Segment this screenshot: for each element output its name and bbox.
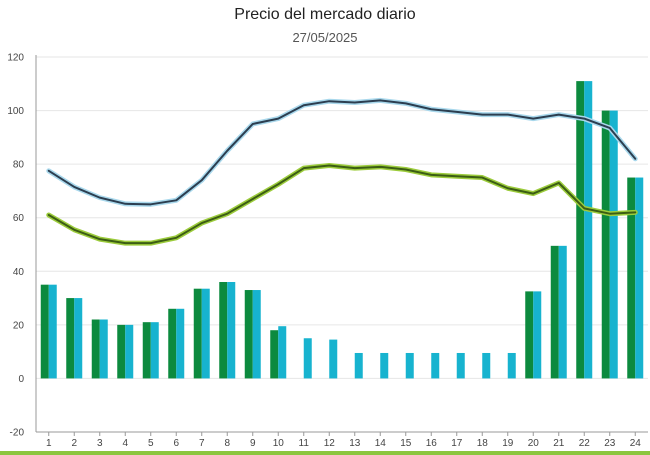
bar-series-1-hour-6 [168,308,177,379]
bar-series-2-hour-3 [99,319,108,379]
bar-series-1-hour-23 [601,110,610,379]
x-tick-label: 2 [71,438,77,449]
bar-series-2-hour-20 [533,291,542,379]
bar-series-2-hour-2 [74,298,83,379]
x-tick-label: 6 [173,438,179,449]
x-tick-label: 11 [299,438,310,449]
bar-series-1-hour-22 [576,81,585,379]
x-tick-label: 19 [502,438,514,449]
bar-series-1-hour-20 [525,291,534,379]
lines-layer [46,97,638,246]
y-tick-label: 40 [13,267,25,278]
bar-series-2-hour-12 [329,339,338,379]
bottom-accent-bar [0,451,650,455]
x-tick-label: 24 [630,438,642,449]
x-tick-label: 14 [375,438,387,449]
bar-series-1-hour-1 [40,284,49,379]
x-tick-label: 23 [604,438,616,449]
line-series-1 [47,99,637,206]
x-tick-label: 4 [122,438,128,449]
x-tick-label: 9 [250,438,256,449]
bar-series-2-hour-16 [431,352,440,379]
x-tick-label: 13 [349,438,361,449]
bar-series-2-hour-10 [278,326,287,379]
bar-series-1-hour-24 [627,177,636,379]
x-tick-label: 18 [477,438,489,449]
bar-series-1-hour-9 [244,290,253,379]
bar-series-1-hour-7 [193,288,202,379]
bar-series-1-hour-4 [117,324,126,379]
x-tick-label: 17 [451,438,463,449]
y-tick-label: 0 [18,374,24,385]
bar-series-2-hour-15 [405,352,414,379]
x-tick-label: 3 [97,438,103,449]
bar-series-2-hour-23 [609,110,618,379]
x-tick-label: 16 [426,438,438,449]
bar-series-2-hour-6 [176,308,185,379]
y-tick-label: 60 [13,213,25,224]
bar-series-2-hour-22 [584,81,593,379]
x-tick-label: 21 [553,438,565,449]
y-tick-label: 20 [13,320,25,331]
y-tick-label: 120 [7,53,24,64]
bars-layer [40,81,644,379]
bar-series-1-hour-3 [91,319,100,379]
bar-series-1-hour-5 [142,322,151,379]
bar-series-2-hour-7 [201,288,210,379]
line-series-2 [47,164,637,245]
bar-series-2-hour-11 [303,338,312,379]
x-tick-label: 5 [148,438,154,449]
bar-series-2-hour-18 [482,352,491,379]
x-tick-label: 20 [528,438,540,449]
x-tick-label: 1 [46,438,52,449]
bar-series-2-hour-17 [456,352,465,379]
bar-series-2-hour-9 [252,290,261,379]
chart-date: 27/05/2025 [292,30,358,45]
y-tick-label: 100 [7,106,24,117]
bar-series-2-hour-1 [48,284,57,379]
bar-series-2-hour-13 [354,352,363,379]
bar-series-2-hour-19 [507,352,516,379]
bar-series-2-hour-4 [125,324,134,379]
x-tick-label: 7 [199,438,205,449]
bar-series-2-hour-24 [635,177,644,379]
bar-series-2-hour-5 [150,322,159,379]
bar-series-1-hour-2 [66,298,75,379]
x-tick-label: 22 [579,438,591,449]
bar-series-2-hour-14 [380,352,389,379]
chart-title: Precio del mercado diario [234,6,416,23]
y-tick-label: -20 [10,428,25,439]
bar-series-1-hour-21 [550,245,559,379]
x-tick-label: 8 [224,438,230,449]
bar-series-2-hour-8 [227,282,236,379]
bar-series-1-hour-8 [219,282,228,379]
x-tick-label: 10 [273,438,285,449]
bar-series-1-hour-10 [270,330,279,379]
y-tick-label: 80 [13,160,25,171]
bar-series-2-hour-21 [558,245,567,379]
x-tick-label: 15 [400,438,412,449]
x-tick-label: 12 [324,438,336,449]
